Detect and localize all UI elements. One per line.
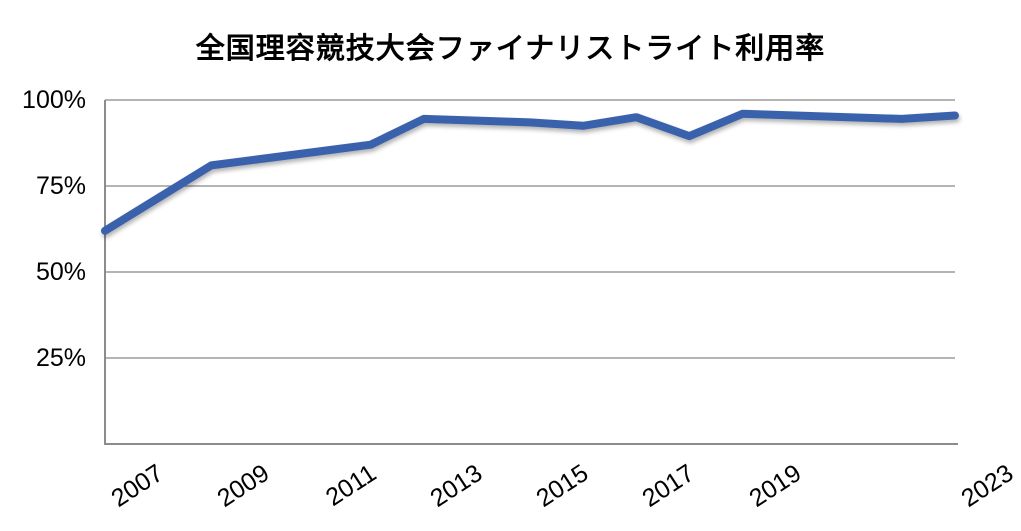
chart-title: 全国理容競技大会ファイナリストライト利用率: [195, 33, 826, 65]
y-axis-label: 100%: [22, 85, 86, 114]
y-axis-label: 50%: [35, 257, 86, 286]
y-axis-label: 75%: [35, 171, 86, 200]
y-axis-label: 25%: [35, 343, 86, 372]
line-series: [101, 109, 959, 235]
